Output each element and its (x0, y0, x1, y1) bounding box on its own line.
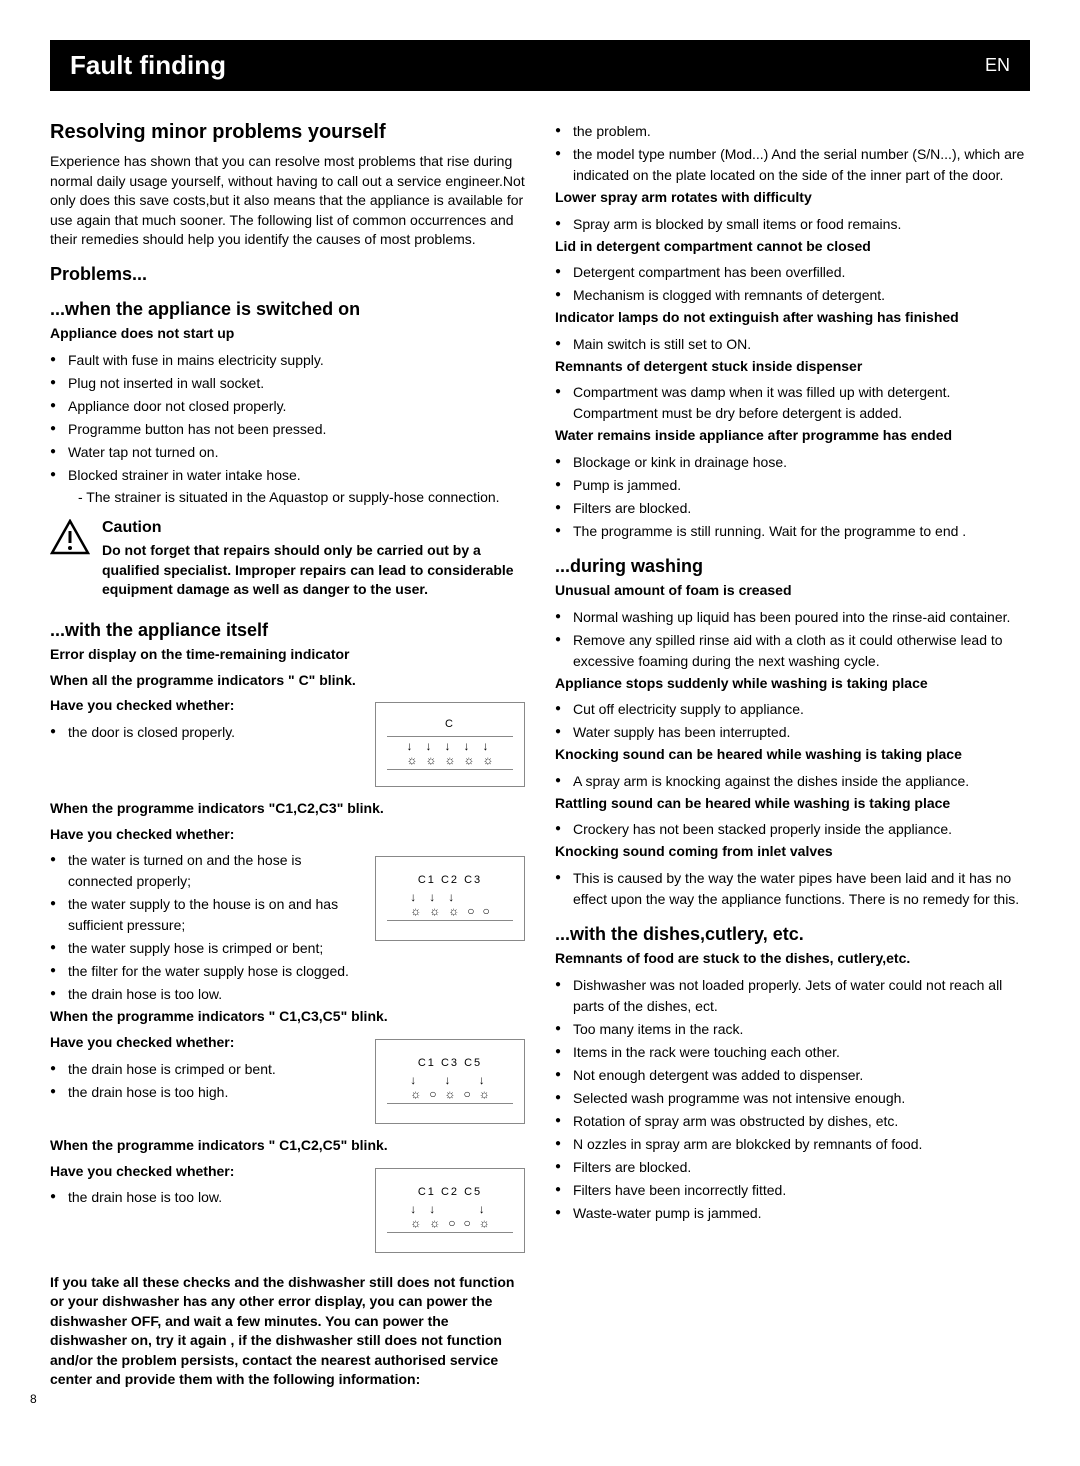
list-item: Blocked strainer in water intake hose. (50, 465, 525, 486)
list-item: the drain hose is too low. (50, 1187, 365, 1208)
heading-dishes: ...with the dishes,cutlery, etc. (555, 924, 1030, 945)
list-item: Filters have been incorrectly fitted. (555, 1180, 1030, 1201)
list-item: the water supply to the house is on and … (50, 894, 365, 936)
list-item: the water is turned on and the hose is c… (50, 850, 365, 892)
list-item: the water supply hose is crimped or bent… (50, 938, 365, 959)
list-item: Filters are blocked. (555, 498, 1030, 519)
diagram-c: C ↓☼↓☼↓☼↓☼↓☼ (375, 702, 525, 787)
list-item: The programme is still running. Wait for… (555, 521, 1030, 542)
list-item: the drain hose is crimped or bent. (50, 1059, 365, 1080)
right-column: the problem. the model type number (Mod.… (555, 121, 1030, 1396)
checked-label: Have you checked whether: (50, 1033, 365, 1053)
diagram-c1c2c5: C1 C2 C5 ↓☼↓☼○○↓☼ (375, 1168, 525, 1253)
language-label: EN (985, 55, 1010, 76)
subhead-rattling: Rattling sound can be heared while washi… (555, 794, 1030, 814)
checked-label: Have you checked whether: (50, 696, 365, 716)
list-item: the model type number (Mod...) And the s… (555, 144, 1030, 186)
subhead-c1c2c5: When the programme indicators " C1,C2,C5… (50, 1136, 525, 1156)
subhead-water-remains: Water remains inside appliance after pro… (555, 426, 1030, 446)
list-item: Waste-water pump is jammed. (555, 1203, 1030, 1224)
list-item: Cut off electricity supply to appliance. (555, 699, 1030, 720)
list-item: the drain hose is too high. (50, 1082, 365, 1103)
warning-icon (50, 519, 90, 555)
list-item: Too many items in the rack. (555, 1019, 1030, 1040)
list-item: the drain hose is too low. (50, 984, 365, 1005)
list-item: A spray arm is knocking against the dish… (555, 771, 1030, 792)
list-item: Filters are blocked. (555, 1157, 1030, 1178)
list-item: This is caused by the way the water pipe… (555, 868, 1030, 910)
list-item: the problem. (555, 121, 1030, 142)
subhead-lamps: Indicator lamps do not extinguish after … (555, 308, 1030, 328)
list-item: Water supply has been interrupted. (555, 722, 1030, 743)
list-item: Blockage or kink in drainage hose. (555, 452, 1030, 473)
list-item: Remove any spilled rinse aid with a clot… (555, 630, 1030, 672)
heading-resolving: Resolving minor problems yourself (50, 121, 525, 144)
strainer-note: - The strainer is situated in the Aquast… (50, 488, 525, 508)
list-item: Items in the rack were touching each oth… (555, 1042, 1030, 1063)
checked-label: Have you checked whether: (50, 825, 525, 845)
subhead-all-c: When all the programme indicators " C" b… (50, 671, 525, 691)
heading-problems: Problems... (50, 264, 525, 285)
subhead-inlet: Knocking sound coming from inlet valves (555, 842, 1030, 862)
subhead-error-display: Error display on the time-remaining indi… (50, 645, 525, 665)
subhead-no-start: Appliance does not start up (50, 324, 525, 344)
list-item: Detergent compartment has been overfille… (555, 262, 1030, 283)
subhead-lid: Lid in detergent compartment cannot be c… (555, 237, 1030, 257)
list-item: Compartment was damp when it was filled … (555, 382, 1030, 424)
title-bar: Fault finding EN (50, 40, 1030, 91)
list-item: Main switch is still set to ON. (555, 334, 1030, 355)
list-item: Rotation of spray arm was obstructed by … (555, 1111, 1030, 1132)
list-item: Selected wash programme was not intensiv… (555, 1088, 1030, 1109)
list-item: the door is closed properly. (50, 722, 365, 743)
list-item: Fault with fuse in mains electricity sup… (50, 350, 525, 371)
checked-label: Have you checked whether: (50, 1162, 365, 1182)
list-item: Mechanism is clogged with remnants of de… (555, 285, 1030, 306)
diagram-c1c2c3: C1 C2 C3 ↓☼↓☼↓☼○○ (375, 856, 525, 941)
intro-paragraph: Experience has shown that you can resolv… (50, 152, 525, 250)
final-note: If you take all these checks and the dis… (50, 1273, 525, 1391)
list-item: Appliance door not closed properly. (50, 396, 525, 417)
list-item: N ozzles in spray arm are blokcked by re… (555, 1134, 1030, 1155)
list-item: the filter for the water supply hose is … (50, 961, 365, 982)
subhead-c1c2c3: When the programme indicators "C1,C2,C3"… (50, 799, 525, 819)
subhead-remnants: Remnants of detergent stuck inside dispe… (555, 357, 1030, 377)
list-item: Crockery has not been stacked properly i… (555, 819, 1030, 840)
heading-during-washing: ...during washing (555, 556, 1030, 577)
subhead-c1c3c5: When the programme indicators " C1,C3,C5… (50, 1007, 525, 1027)
list-item: Programme button has not been pressed. (50, 419, 525, 440)
subhead-foam: Unusual amount of foam is creased (555, 581, 1030, 601)
list-item: Dishwasher was not loaded properly. Jets… (555, 975, 1030, 1017)
list-item: Water tap not turned on. (50, 442, 525, 463)
subhead-spray-arm: Lower spray arm rotates with difficulty (555, 188, 1030, 208)
left-column: Resolving minor problems yourself Experi… (50, 121, 525, 1396)
heading-switched-on: ...when the appliance is switched on (50, 299, 525, 320)
subhead-stops: Appliance stops suddenly while washing i… (555, 674, 1030, 694)
list-item: Spray arm is blocked by small items or f… (555, 214, 1030, 235)
page-number: 8 (30, 1392, 37, 1406)
list-no-start: Fault with fuse in mains electricity sup… (50, 350, 525, 486)
subhead-food-stuck: Remnants of food are stuck to the dishes… (555, 949, 1030, 969)
list-item: Pump is jammed. (555, 475, 1030, 496)
heading-appliance-itself: ...with the appliance itself (50, 620, 525, 641)
subhead-knocking: Knocking sound can be heared while washi… (555, 745, 1030, 765)
caution-body: Do not forget that repairs should only b… (102, 541, 525, 600)
list-item: Normal washing up liquid has been poured… (555, 607, 1030, 628)
diagram-c1c3c5: C1 C3 C5 ↓☼○↓☼○↓☼ (375, 1039, 525, 1124)
caution-title: Caution (102, 519, 525, 537)
caution-box: Caution Do not forget that repairs shoul… (50, 519, 525, 606)
list-item: Not enough detergent was added to dispen… (555, 1065, 1030, 1086)
page-title: Fault finding (70, 50, 226, 81)
list-item: Plug not inserted in wall socket. (50, 373, 525, 394)
